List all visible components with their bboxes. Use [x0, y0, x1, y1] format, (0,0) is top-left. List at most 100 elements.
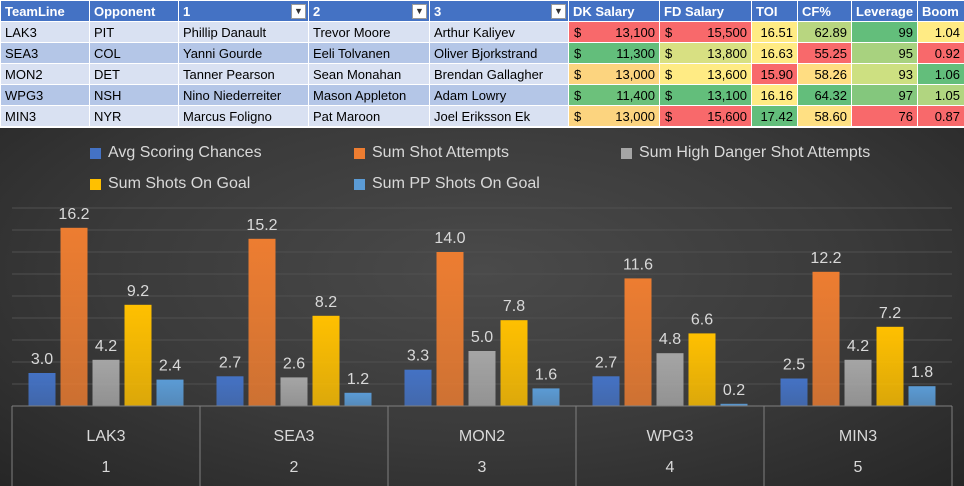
cell-teamline[interactable]: WPG3 — [0, 84, 90, 106]
cell-dk-salary[interactable]: $13,000 — [568, 63, 660, 85]
cell-fd-salary[interactable]: $13,800 — [659, 42, 752, 64]
cell-cf-pct[interactable]: 58.60 — [797, 105, 852, 127]
cell-fd-salary[interactable]: $15,600 — [659, 105, 752, 127]
cell-boom[interactable]: 1.04 — [917, 21, 964, 43]
legend-swatch — [90, 178, 101, 190]
cell-leverage[interactable]: 76 — [851, 105, 918, 127]
cell-text: NSH — [94, 87, 122, 103]
cell-toi[interactable]: 16.63 — [751, 42, 798, 64]
cell-player-1[interactable]: Phillip Danault — [178, 21, 309, 43]
cell-dk-salary[interactable]: $11,400 — [568, 84, 660, 106]
cell-player-2[interactable]: Eeli Tolvanen — [308, 42, 430, 64]
header-opponent[interactable]: Opponent — [89, 0, 179, 22]
header-toi[interactable]: TOI — [751, 0, 798, 22]
cell-toi[interactable]: 16.16 — [751, 84, 798, 106]
cell-boom[interactable]: 0.92 — [917, 42, 964, 64]
filter-dropdown-icon[interactable]: ▼ — [291, 4, 306, 19]
cell-boom[interactable]: 1.06 — [917, 63, 964, 85]
cell-dk-salary[interactable]: $11,300 — [568, 42, 660, 64]
cell-toi[interactable]: 16.51 — [751, 21, 798, 43]
cell-player-2[interactable]: Pat Maroon — [308, 105, 430, 127]
cell-player-2[interactable]: Mason Appleton — [308, 84, 430, 106]
legend-item[interactable]: Avg Scoring Chances — [90, 144, 262, 162]
cell-fd-salary[interactable]: $15,500 — [659, 21, 752, 43]
legend-item[interactable]: Sum Shot Attempts — [354, 144, 509, 162]
data-label: 8.2 — [315, 294, 337, 311]
cell-leverage[interactable]: 97 — [851, 84, 918, 106]
cell-text: 76 — [898, 108, 913, 124]
cell-boom[interactable]: 1.05 — [917, 84, 964, 106]
filter-dropdown-icon[interactable]: ▼ — [551, 4, 566, 19]
cell-opponent[interactable]: NYR — [89, 105, 179, 127]
cell-player-2[interactable]: Sean Monahan — [308, 63, 430, 85]
bar-mon2-series-2 — [436, 252, 464, 406]
filter-dropdown-icon[interactable]: ▼ — [412, 4, 427, 19]
header-teamline[interactable]: TeamLine — [0, 0, 90, 22]
cell-player-1[interactable]: Nino Niederreiter — [178, 84, 309, 106]
cell-player-1[interactable]: Tanner Pearson — [178, 63, 309, 85]
cell-fd-salary[interactable]: $13,100 — [659, 84, 752, 106]
cell-player-3[interactable]: Joel Eriksson Ek — [429, 105, 569, 127]
cell-leverage[interactable]: 99 — [851, 21, 918, 43]
cell-teamline[interactable]: LAK3 — [0, 21, 90, 43]
data-label: 1.6 — [535, 366, 557, 383]
data-label: 12.2 — [810, 250, 841, 267]
header-player-1[interactable]: 1 ▼ — [178, 0, 309, 22]
cell-opponent[interactable]: COL — [89, 42, 179, 64]
bar-sea3-series-2 — [248, 238, 276, 406]
cell-leverage[interactable]: 93 — [851, 63, 918, 85]
cell-player-3[interactable]: Arthur Kaliyev — [429, 21, 569, 43]
legend-item[interactable]: Sum High Danger Shot Attempts — [621, 144, 870, 162]
header-cf-pct[interactable]: CF% — [797, 0, 852, 22]
header-fd-salary[interactable]: FD Salary — [659, 0, 752, 22]
header-leverage[interactable]: Leverage — [851, 0, 918, 22]
cell-teamline[interactable]: SEA3 — [0, 42, 90, 64]
category-index-label: 3 — [478, 459, 487, 476]
cell-player-1[interactable]: Yanni Gourde — [178, 42, 309, 64]
legend-label: Sum PP Shots On Goal — [372, 175, 540, 192]
cell-text: WPG3 — [5, 87, 44, 103]
cell-player-2[interactable]: Trevor Moore — [308, 21, 430, 43]
cell-dk-salary[interactable]: $13,100 — [568, 21, 660, 43]
header-boom[interactable]: Boom — [917, 0, 964, 22]
legend-item[interactable]: Sum PP Shots On Goal — [354, 175, 540, 193]
cell-player-3[interactable]: Brendan Gallagher — [429, 63, 569, 85]
bar-lak3-series-1 — [28, 373, 56, 406]
cell-opponent[interactable]: DET — [89, 63, 179, 85]
bar-chart[interactable]: Avg Scoring Chances Sum Shot Attempts Sum … — [0, 128, 964, 486]
cell-text: DET — [94, 66, 120, 82]
cell-player-3[interactable]: Oliver Bjorkstrand — [429, 42, 569, 64]
cell-teamline[interactable]: MON2 — [0, 63, 90, 85]
cell-cf-pct[interactable]: 55.25 — [797, 42, 852, 64]
cell-text: 16.16 — [760, 87, 793, 103]
legend-item[interactable]: Sum Shots On Goal — [90, 175, 250, 193]
bar-lak3-series-5 — [156, 379, 184, 406]
cell-teamline[interactable]: MIN3 — [0, 105, 90, 127]
header-dk-salary[interactable]: DK Salary — [568, 0, 660, 22]
cell-boom[interactable]: 0.87 — [917, 105, 964, 127]
bar-lak3-series-3 — [92, 359, 120, 406]
cell-cf-pct[interactable]: 58.26 — [797, 63, 852, 85]
cell-cf-pct[interactable]: 62.89 — [797, 21, 852, 43]
cell-toi[interactable]: 15.90 — [751, 63, 798, 85]
cell-cf-pct[interactable]: 64.32 — [797, 84, 852, 106]
cell-text: 95 — [898, 45, 913, 61]
cell-text: 16.51 — [760, 24, 793, 40]
header-player-3[interactable]: 3 ▼ — [429, 0, 569, 22]
cell-leverage[interactable]: 95 — [851, 42, 918, 64]
cell-player-1[interactable]: Marcus Foligno — [178, 105, 309, 127]
bar-mon2-series-4 — [500, 320, 528, 406]
cell-toi[interactable]: 17.42 — [751, 105, 798, 127]
legend-label: Sum High Danger Shot Attempts — [639, 144, 871, 161]
data-label: 4.2 — [847, 338, 869, 355]
cell-text: Brendan Gallagher — [434, 66, 544, 82]
cell-fd-salary[interactable]: $13,600 — [659, 63, 752, 85]
cell-dk-salary[interactable]: $13,000 — [568, 105, 660, 127]
cell-text: Pat Maroon — [313, 108, 381, 124]
cell-opponent[interactable]: NSH — [89, 84, 179, 106]
cell-opponent[interactable]: PIT — [89, 21, 179, 43]
currency-symbol: $ — [665, 24, 673, 40]
currency-symbol: $ — [574, 87, 582, 103]
cell-player-3[interactable]: Adam Lowry — [429, 84, 569, 106]
header-player-2[interactable]: 2 ▼ — [308, 0, 430, 22]
